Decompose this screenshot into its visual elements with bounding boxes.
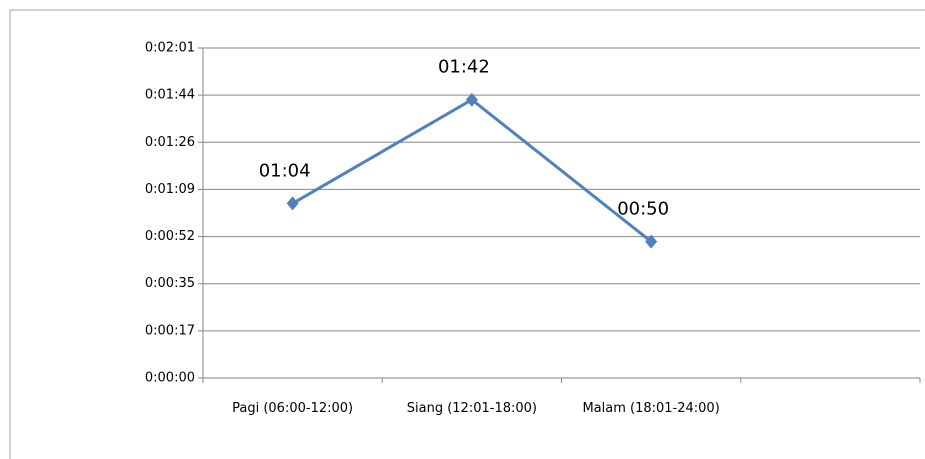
y-tick-label: 0:01:09 [145,182,195,197]
x-tick-label: Siang (12:01-18:00) [406,401,537,416]
data-label: 01:04 [259,160,311,181]
y-tick-label: 0:00:35 [145,276,195,291]
chart-frame [9,9,925,459]
y-tick-label: 0:01:44 [145,88,195,103]
series-line [291,97,653,243]
data-label: 01:42 [438,57,490,78]
marker [645,234,658,249]
y-tick-label: 0:00:52 [145,229,195,244]
data-label: 00:50 [617,199,669,220]
marker [286,196,299,211]
y-tick-label: 0:01:26 [145,135,195,150]
y-tick-label: 0:00:00 [145,371,195,386]
x-tick-label: Pagi (06:00-12:00) [232,401,354,416]
y-tick-label: 0:00:17 [145,323,195,338]
x-tick-label: Malam (18:01-24:00) [582,401,720,416]
y-tick-label: 0:02:01 [145,41,195,56]
marker [465,92,478,107]
